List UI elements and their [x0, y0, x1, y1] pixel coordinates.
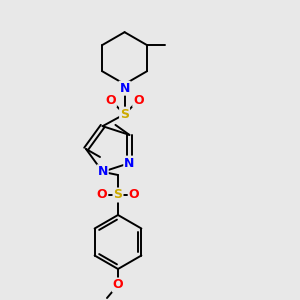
Text: O: O — [97, 188, 107, 202]
Text: S: S — [113, 188, 122, 202]
Text: S: S — [120, 108, 129, 121]
Text: O: O — [113, 278, 123, 292]
Text: O: O — [133, 94, 144, 107]
Text: N: N — [119, 82, 130, 95]
Text: N: N — [124, 157, 135, 169]
Text: N: N — [98, 165, 108, 178]
Text: O: O — [105, 94, 116, 107]
Text: O: O — [129, 188, 139, 202]
